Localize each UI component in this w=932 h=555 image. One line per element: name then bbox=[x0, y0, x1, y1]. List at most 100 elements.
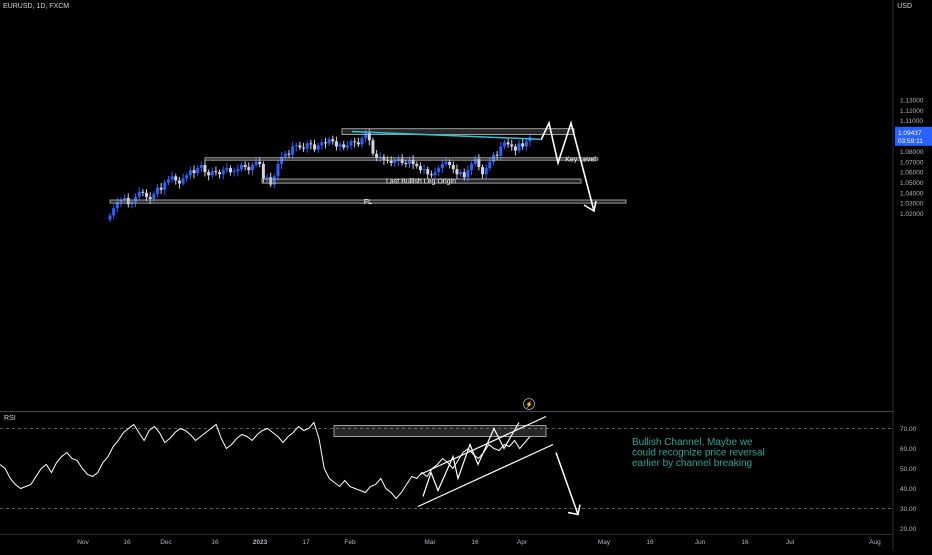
candle-body[interactable] bbox=[174, 176, 178, 181]
candle-body[interactable] bbox=[327, 139, 331, 144]
candle-body[interactable] bbox=[502, 142, 506, 147]
candle-body[interactable] bbox=[236, 169, 240, 172]
candle-body[interactable] bbox=[415, 163, 419, 167]
candle-body[interactable] bbox=[323, 142, 327, 144]
candle-body[interactable] bbox=[510, 144, 514, 147]
candle-body[interactable] bbox=[313, 144, 317, 150]
candle-body[interactable] bbox=[185, 175, 189, 179]
candle-body[interactable] bbox=[455, 169, 459, 175]
candle-body[interactable] bbox=[250, 164, 254, 171]
candle-body[interactable] bbox=[243, 164, 247, 168]
candle-body[interactable] bbox=[462, 172, 466, 178]
candle-body[interactable] bbox=[506, 142, 510, 145]
channel-top-line[interactable] bbox=[419, 415, 547, 476]
candle-body[interactable] bbox=[294, 145, 298, 147]
candle-body[interactable] bbox=[422, 169, 426, 171]
candle-body[interactable] bbox=[225, 168, 229, 171]
candle-body[interactable] bbox=[451, 164, 455, 170]
candle-body[interactable] bbox=[440, 163, 444, 169]
candle-body[interactable] bbox=[378, 156, 382, 158]
projection-path[interactable] bbox=[540, 120, 595, 212]
candle-body[interactable] bbox=[382, 156, 386, 160]
candle-body[interactable] bbox=[404, 162, 408, 164]
supply-zone-box[interactable] bbox=[341, 128, 575, 135]
candle-body[interactable] bbox=[481, 167, 485, 175]
candle-body[interactable] bbox=[499, 146, 503, 156]
candle-body[interactable] bbox=[470, 163, 474, 171]
candle-body[interactable] bbox=[477, 158, 481, 168]
candle-body[interactable] bbox=[181, 178, 185, 184]
candle-body[interactable] bbox=[254, 161, 258, 165]
candle-body[interactable] bbox=[272, 176, 276, 185]
candle-body[interactable] bbox=[433, 172, 437, 176]
candle-body[interactable] bbox=[203, 164, 207, 173]
candle-body[interactable] bbox=[353, 141, 357, 143]
candle-body[interactable] bbox=[207, 172, 211, 176]
candle-body[interactable] bbox=[473, 158, 477, 164]
candle-body[interactable] bbox=[513, 146, 517, 151]
candle-body[interactable] bbox=[356, 142, 360, 145]
candle-body[interactable] bbox=[334, 141, 338, 147]
candle-body[interactable] bbox=[188, 170, 192, 176]
candle-body[interactable] bbox=[148, 196, 152, 199]
candle-body[interactable] bbox=[232, 171, 236, 173]
candle-body[interactable] bbox=[177, 180, 181, 184]
candle-body[interactable] bbox=[108, 215, 112, 220]
candle-body[interactable] bbox=[338, 144, 342, 147]
candle-body[interactable] bbox=[345, 145, 349, 148]
candle-body[interactable] bbox=[214, 171, 218, 173]
candle-body[interactable] bbox=[521, 143, 525, 147]
candle-body[interactable] bbox=[298, 145, 302, 148]
candle-body[interactable] bbox=[371, 140, 375, 154]
candle-body[interactable] bbox=[192, 170, 196, 174]
candle-body[interactable] bbox=[261, 163, 265, 179]
candle-body[interactable] bbox=[517, 143, 521, 151]
candle-body[interactable] bbox=[488, 161, 492, 169]
candle-body[interactable] bbox=[145, 192, 149, 197]
candle-body[interactable] bbox=[331, 139, 335, 142]
candle-body[interactable] bbox=[407, 159, 411, 164]
candle-body[interactable] bbox=[166, 179, 170, 183]
candle-body[interactable] bbox=[163, 182, 167, 190]
candle-body[interactable] bbox=[360, 138, 364, 145]
candle-body[interactable] bbox=[196, 168, 200, 174]
candle-body[interactable] bbox=[170, 176, 174, 180]
candle-body[interactable] bbox=[155, 187, 159, 194]
candle-body[interactable] bbox=[112, 208, 116, 216]
key-level-box[interactable] bbox=[204, 157, 599, 161]
candle-body[interactable] bbox=[134, 196, 138, 203]
candle-body[interactable] bbox=[239, 164, 243, 170]
candle-body[interactable] bbox=[524, 141, 528, 147]
candle-body[interactable] bbox=[393, 160, 397, 163]
channel-bottom-line[interactable] bbox=[417, 443, 554, 508]
candle-body[interactable] bbox=[265, 177, 269, 179]
candle-body[interactable] bbox=[418, 166, 422, 171]
candle-body[interactable] bbox=[291, 146, 295, 155]
candle-body[interactable] bbox=[429, 174, 433, 176]
candle-body[interactable] bbox=[400, 158, 404, 163]
candle-body[interactable] bbox=[495, 154, 499, 156]
candle-body[interactable] bbox=[126, 197, 130, 205]
candle-body[interactable] bbox=[115, 202, 119, 209]
candle-body[interactable] bbox=[491, 154, 495, 162]
candle-body[interactable] bbox=[159, 187, 163, 190]
rsi-break-arrow[interactable] bbox=[555, 452, 579, 515]
last-bullish-leg-box[interactable] bbox=[261, 178, 582, 184]
candle-body[interactable] bbox=[119, 200, 123, 203]
candle-body[interactable] bbox=[123, 197, 127, 201]
candle-body[interactable] bbox=[137, 191, 141, 197]
candle-body[interactable] bbox=[411, 159, 415, 164]
candle-body[interactable] bbox=[141, 191, 145, 193]
candle-body[interactable] bbox=[276, 163, 280, 177]
candle-body[interactable] bbox=[367, 133, 371, 141]
candle-body[interactable] bbox=[342, 144, 346, 148]
candle-body[interactable] bbox=[210, 171, 214, 176]
candle-body[interactable] bbox=[459, 172, 463, 175]
candle-body[interactable] bbox=[375, 153, 379, 158]
lightning-icon[interactable] bbox=[523, 398, 535, 410]
candle-body[interactable] bbox=[152, 193, 156, 199]
candle-body[interactable] bbox=[247, 167, 251, 171]
candle-body[interactable] bbox=[444, 161, 448, 164]
candle-body[interactable] bbox=[199, 164, 203, 169]
